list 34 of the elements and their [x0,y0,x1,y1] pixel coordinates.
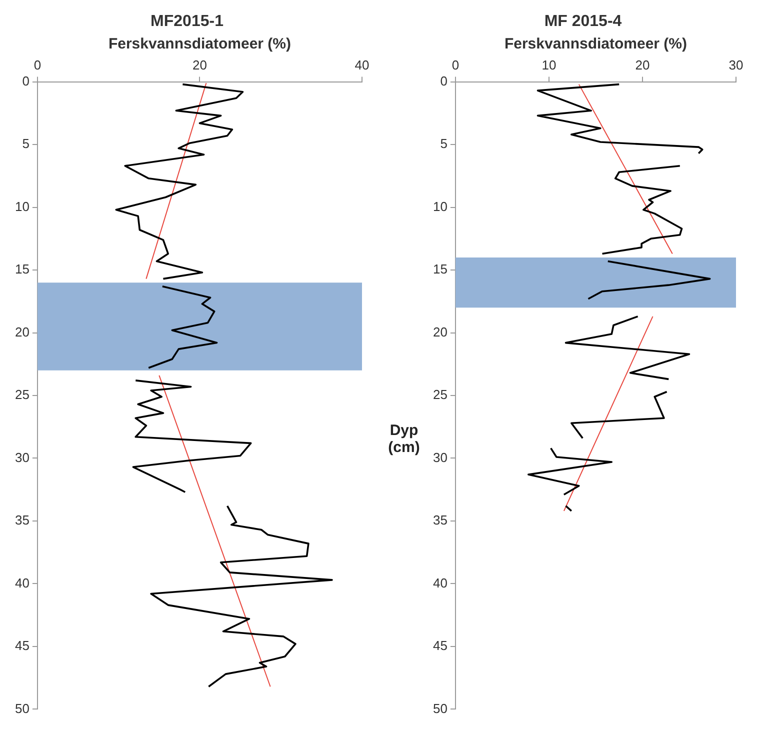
x-tick-label: 20 [192,58,207,73]
x-tick-label: 0 [34,58,42,73]
y-tick-label: 35 [432,512,448,528]
x-axis-title: Ferskvannsdiatomeer (%) [108,35,292,52]
y-tick-label: 30 [14,450,30,465]
x-tick-label: 40 [354,58,370,73]
y-tick-label: 35 [14,512,30,528]
y-tick-label: 40 [432,575,448,590]
y-tick-label: 50 [14,700,30,716]
chart-title: MF2015-1 [150,13,224,30]
y-tick-label: 20 [14,324,30,340]
x-tick-label: 30 [728,58,744,73]
y-tick-label: 45 [432,638,448,654]
y-tick-label: 45 [14,638,30,654]
y-tick-label: 5 [440,136,448,152]
y-tick-label: 0 [22,73,30,88]
chart-title: MF 2015-4 [544,13,622,30]
y-tick-label: 40 [14,575,30,590]
y-tick-label: 15 [14,262,30,277]
x-axis-title: Ferskvannsdiatomeer (%) [504,35,688,52]
y-tick-label: 15 [432,262,448,277]
y-tick-label: 25 [14,387,30,402]
y-axis-title: Dyp (cm) [387,422,421,456]
x-tick-label: 0 [452,58,460,73]
y-tick-label: 5 [22,136,30,152]
y-tick-label: 25 [432,387,448,402]
x-tick-label: 20 [635,58,650,73]
y-tick-label: 20 [432,324,448,340]
y-tick-label: 10 [432,198,448,214]
y-tick-label: 30 [432,450,448,465]
y-tick-label: 10 [14,198,30,214]
x-tick-label: 10 [542,58,556,73]
y-tick-label: 0 [440,73,448,88]
y-tick-label: 50 [432,700,448,716]
